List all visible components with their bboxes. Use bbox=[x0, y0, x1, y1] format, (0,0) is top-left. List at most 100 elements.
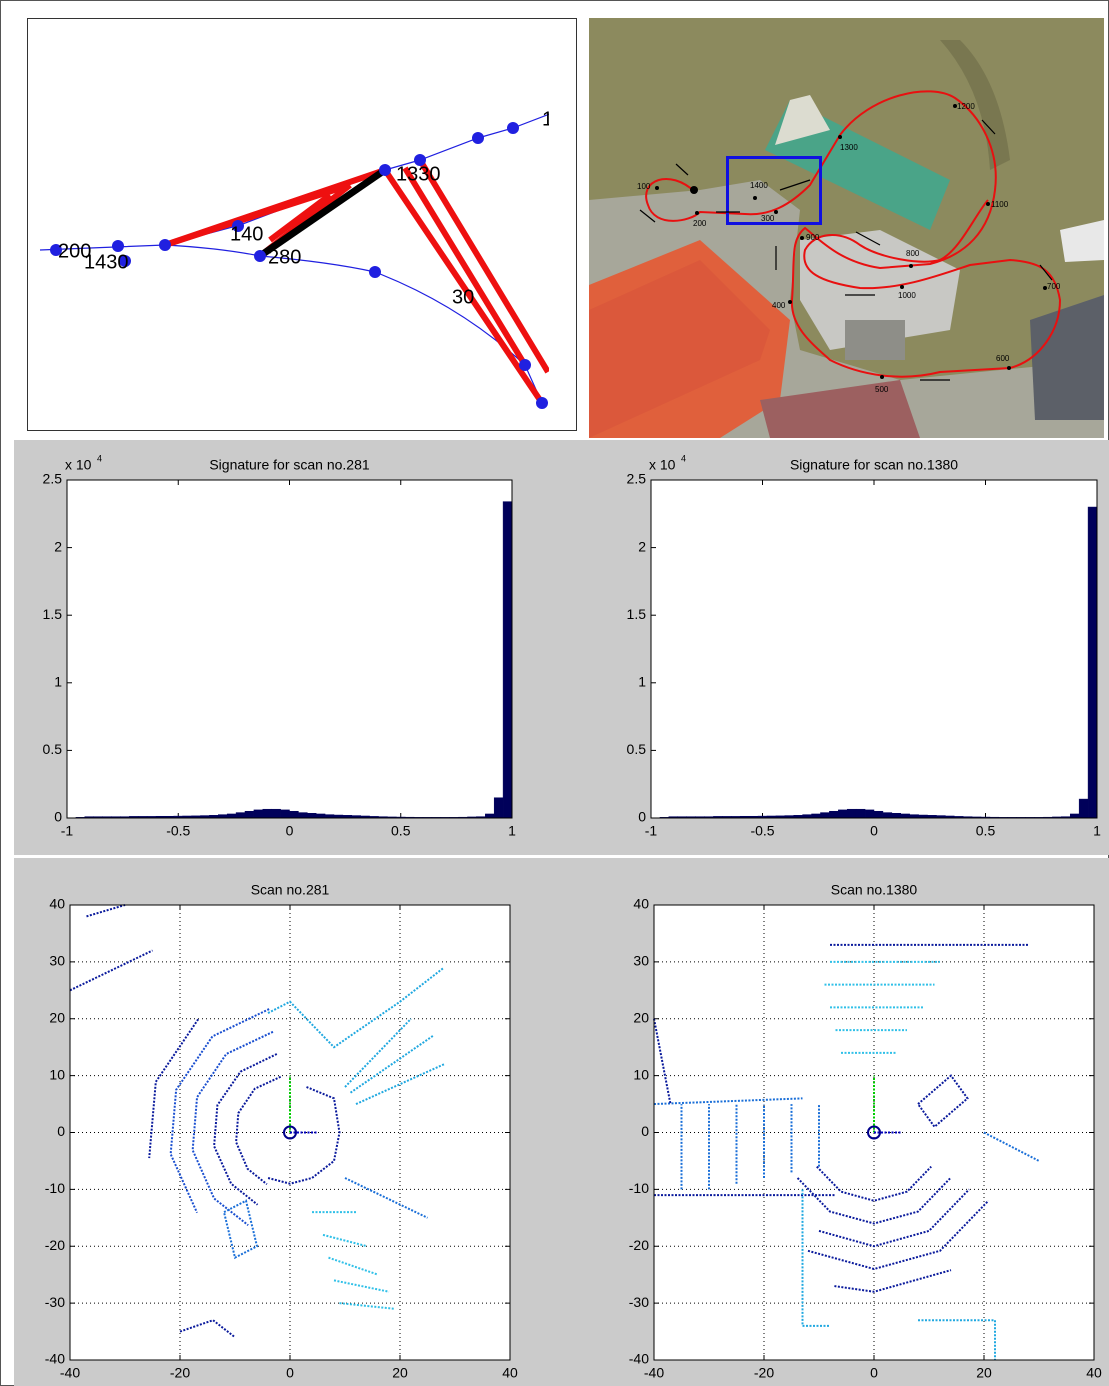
histogram-bar bbox=[502, 501, 513, 819]
scan-points bbox=[69, 949, 153, 992]
point-label: 1330 bbox=[396, 163, 441, 185]
plot-frame bbox=[653, 904, 1095, 1361]
histogram-bar bbox=[226, 813, 237, 819]
y-tick-label: -10 bbox=[45, 1180, 65, 1196]
x-tick-label: 1 bbox=[508, 823, 516, 839]
y-tick-label: 2.5 bbox=[43, 471, 63, 487]
histogram-bar bbox=[298, 812, 308, 819]
scan-points bbox=[834, 1269, 952, 1293]
scan-points bbox=[333, 1279, 390, 1293]
trajectory bbox=[39, 244, 543, 404]
route-label: 200 bbox=[693, 219, 707, 228]
sensor-origin bbox=[283, 1125, 297, 1140]
route-label: 1400 bbox=[750, 181, 768, 190]
y-tick-label: -20 bbox=[45, 1237, 65, 1253]
chart-title: Signature for scan no.281 bbox=[209, 457, 370, 473]
route-label: 1000 bbox=[898, 291, 916, 300]
axis-multiplier: x 10 bbox=[649, 457, 676, 473]
chart-title: Scan no.1380 bbox=[831, 882, 918, 898]
x-tick-label: 0 bbox=[870, 1365, 878, 1381]
plot-area bbox=[651, 480, 1097, 818]
plot-frame bbox=[650, 479, 1098, 819]
trajectory-diagram: 1 1330 140 280 200 1430 30 bbox=[39, 108, 553, 409]
route-label: 800 bbox=[906, 249, 920, 258]
y-tick-label: 0 bbox=[638, 809, 646, 825]
y-tick-label: 1.5 bbox=[627, 606, 647, 622]
y-tick-label: 1 bbox=[638, 674, 646, 690]
point-label: 1 bbox=[542, 108, 553, 130]
y-tick-label: 10 bbox=[49, 1066, 65, 1082]
y-tick-label: 0 bbox=[641, 1123, 649, 1139]
y-tick-label: 20 bbox=[633, 1009, 649, 1025]
histogram-bar bbox=[289, 810, 299, 819]
point-label: 30 bbox=[452, 286, 474, 308]
best-match bbox=[258, 167, 387, 259]
scan-points bbox=[50, 122, 548, 409]
scan-points bbox=[796, 1177, 952, 1225]
scan-points bbox=[86, 904, 126, 918]
point-label: 200 bbox=[58, 240, 91, 262]
histogram-bar bbox=[820, 812, 830, 819]
histogram-bar bbox=[811, 813, 821, 819]
plot-frame bbox=[69, 904, 511, 1361]
point-label: 280 bbox=[268, 246, 301, 268]
histogram-bar bbox=[838, 809, 848, 819]
x-tick-label: 0.5 bbox=[391, 823, 411, 839]
y-tick-label: 10 bbox=[633, 1066, 649, 1082]
scan-points bbox=[322, 1233, 368, 1248]
scan-points bbox=[179, 1319, 236, 1339]
x-tick-label: -0.5 bbox=[750, 823, 774, 839]
x-tick-label: -0.5 bbox=[166, 823, 190, 839]
route-label: 600 bbox=[996, 354, 1010, 363]
scan-points bbox=[653, 1097, 803, 1106]
histogram-bar bbox=[1069, 813, 1080, 819]
x-tick-label: -1 bbox=[645, 823, 658, 839]
histogram-bar bbox=[315, 813, 326, 819]
x-tick-label: -20 bbox=[754, 1365, 774, 1381]
y-tick-label: 30 bbox=[49, 953, 65, 969]
scan-points bbox=[169, 1008, 270, 1214]
y-tick-label: -10 bbox=[629, 1180, 649, 1196]
x-tick-label: -40 bbox=[60, 1365, 80, 1381]
x-tick-label: 1 bbox=[1093, 823, 1101, 839]
histogram-bar bbox=[909, 814, 919, 819]
y-tick-label: 0 bbox=[54, 809, 62, 825]
y-tick-label: 2 bbox=[54, 538, 62, 554]
x-tick-label: -40 bbox=[644, 1365, 664, 1381]
x-tick-label: 20 bbox=[392, 1365, 408, 1381]
scan-points bbox=[344, 1177, 428, 1219]
histogram-bar bbox=[235, 812, 246, 819]
histogram-bar bbox=[846, 808, 857, 819]
scan-points bbox=[267, 1086, 341, 1185]
histogram-bar bbox=[493, 797, 504, 819]
route bbox=[645, 90, 1062, 378]
y-tick-label: -40 bbox=[45, 1351, 65, 1367]
y-tick-label: 1.5 bbox=[43, 606, 63, 622]
histogram-bar bbox=[485, 813, 495, 819]
x-tick-label: 40 bbox=[1086, 1365, 1102, 1381]
x-tick-label: 0 bbox=[870, 823, 878, 839]
x-tick-label: 0 bbox=[286, 1365, 294, 1381]
axis-multiplier-exponent: 4 bbox=[681, 453, 686, 463]
x-tick-label: 0.5 bbox=[976, 823, 996, 839]
histogram-bar bbox=[1078, 798, 1089, 819]
point-label: 140 bbox=[230, 223, 263, 245]
histogram-bar bbox=[271, 808, 281, 819]
histogram-bar bbox=[802, 814, 812, 819]
scan-points bbox=[807, 1200, 990, 1271]
y-tick-label: 2 bbox=[638, 538, 646, 554]
scan-points bbox=[223, 1199, 259, 1260]
x-tick-label: -20 bbox=[170, 1365, 190, 1381]
chart-title: Signature for scan no.1380 bbox=[790, 457, 958, 473]
y-tick-label: 0 bbox=[57, 1123, 65, 1139]
y-tick-label: -40 bbox=[629, 1351, 649, 1367]
scan-points bbox=[653, 1018, 672, 1105]
y-tick-label: -30 bbox=[45, 1294, 65, 1310]
histogram-bar bbox=[324, 814, 335, 819]
scan-points bbox=[148, 1018, 199, 1159]
plot-area bbox=[67, 480, 512, 818]
y-tick-label: 40 bbox=[633, 896, 649, 912]
x-tick-label: 40 bbox=[502, 1365, 518, 1381]
y-tick-label: 1 bbox=[54, 674, 62, 690]
